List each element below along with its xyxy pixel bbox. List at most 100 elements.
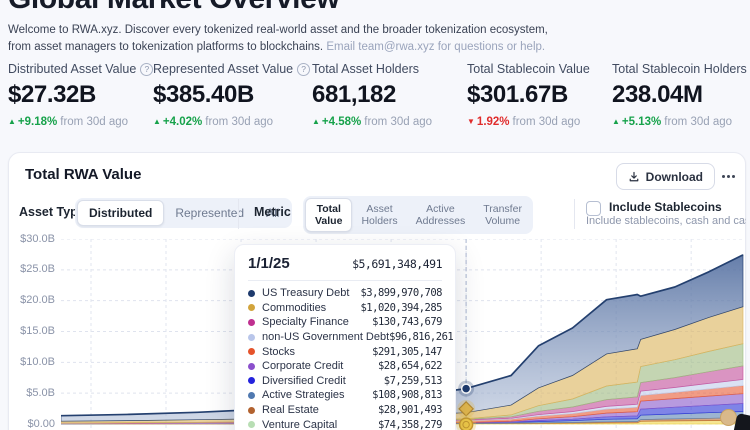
stat-label: Total Stablecoin Holders: [612, 62, 747, 76]
stat-value: $301.67B: [467, 81, 568, 108]
metric-label: Metric: [254, 205, 291, 219]
up-triangle-icon: ▲: [8, 117, 16, 126]
help-icon[interactable]: ?: [297, 62, 311, 76]
series-dot-icon: [248, 348, 255, 356]
divider: [238, 199, 239, 229]
stat-label: Distributed Asset Value: [8, 62, 137, 76]
y-axis-tick: $20.0B: [20, 294, 55, 307]
series-dot-icon: [248, 289, 255, 297]
stat-change-suffix: from 30d ago: [60, 116, 129, 128]
tooltip-row: Diversified Credit $7,259,513: [248, 374, 443, 389]
stat-value: $27.32B: [8, 81, 96, 108]
stat-change: ▲ +4.02% from 30d ago: [153, 116, 310, 128]
series-value: $130,743,679: [372, 316, 442, 329]
stat-change: ▲ +9.18% from 30d ago: [8, 116, 153, 128]
stat-value: 238.04M: [612, 81, 703, 108]
series-name: non-US Government Debt: [262, 331, 390, 344]
tooltip-row: Specialty Finance $130,743,679: [248, 315, 442, 330]
page-description: Welcome to RWA.xyz. Discover every token…: [8, 22, 553, 56]
stat-label-row: Represented Asset Value?: [153, 62, 311, 76]
download-label: Download: [645, 169, 703, 184]
series-dot-icon: [248, 391, 255, 399]
more-options-button[interactable]: [717, 167, 739, 185]
asset-type-option-all[interactable]: All: [266, 206, 280, 220]
series-name: Commodities: [262, 301, 327, 314]
tooltip-rows: US Treasury Debt $3,899,970,708 Commoditie…: [248, 286, 454, 430]
tooltip-row: Real Estate $28,901,493: [248, 403, 443, 418]
stat-change-percent: +9.18%: [17, 116, 58, 128]
series-value: $7,259,513: [383, 374, 443, 387]
stat-card: Distributed Asset Value? $27.32B ▲ +9.18% fr…: [8, 62, 154, 128]
download-button[interactable]: Download: [615, 163, 715, 190]
asset-type-segmented: Distributed Represented All: [75, 198, 293, 228]
metric-tab-active-addresses[interactable]: Active Addresses: [415, 203, 466, 227]
stat-change-percent: +5.13%: [621, 116, 662, 128]
series-dot-icon: [248, 318, 255, 326]
stat-label: Total Asset Holders: [312, 62, 419, 76]
tooltip-date: 1/1/25: [248, 255, 290, 272]
series-value: $74,358,279: [377, 418, 443, 430]
include-stablecoins-checkbox[interactable]: [586, 201, 601, 216]
series-value: $28,901,493: [377, 404, 443, 417]
stat-card: Total Stablecoin Value $301.67B ▼ 1.92% from…: [467, 62, 590, 128]
stat-label-row: Total Stablecoin Holders: [612, 62, 747, 76]
stat-change-suffix: from 30d ago: [205, 116, 274, 128]
email-link[interactable]: Email team@rwa.xyz for questions or help…: [326, 41, 546, 53]
metric-tab-total-value[interactable]: Total Value: [305, 198, 353, 232]
tooltip-row: Venture Capital $74,358,279: [248, 417, 443, 430]
stat-card: Total Stablecoin Holders 238.04M ▲ +5.13% fr…: [612, 62, 747, 128]
tooltip-row: Commodities $1,020,394,285: [248, 301, 442, 316]
series-name: Active Strategies: [262, 389, 345, 402]
stat-value: $385.40B: [153, 81, 254, 108]
series-value: $1,020,394,285: [360, 301, 442, 314]
stat-label: Represented Asset Value: [153, 62, 294, 76]
series-value: $3,899,970,708: [360, 287, 442, 300]
y-axis-tick: $5.0B: [26, 386, 55, 399]
page-description-text: Welcome to RWA.xyz. Discover every token…: [8, 24, 548, 53]
stat-card: Total Asset Holders 681,182 ▲ +4.58% from 30…: [312, 62, 432, 128]
y-axis-tick: $0.00: [27, 417, 55, 430]
asset-type-label: Asset Type: [19, 205, 85, 219]
series-name: Stocks: [262, 345, 296, 358]
help-icon[interactable]: ?: [140, 62, 154, 76]
series-dot-icon: [248, 304, 255, 312]
tooltip-row: Active Strategies $108,908,813: [248, 388, 442, 403]
series-dot-icon: [248, 421, 255, 429]
series-dot-icon: [248, 362, 255, 370]
card-title: Total RWA Value: [25, 166, 142, 183]
include-stablecoins-label: Include Stablecoins: [609, 200, 722, 214]
up-triangle-icon: ▲: [612, 117, 620, 126]
series-value: $291,305,147: [372, 345, 442, 358]
stat-change-suffix: from 30d ago: [512, 116, 581, 128]
stat-label-row: Distributed Asset Value?: [8, 62, 154, 76]
tooltip-row: non-US Government Debt $96,816,261: [248, 330, 454, 345]
series-name: Diversified Credit: [262, 374, 346, 387]
down-triangle-icon: ▼: [467, 117, 475, 126]
total-rwa-value-card: Total RWA Value Download Asset Type Dist…: [8, 152, 746, 430]
y-axis-tick: $30.0B: [20, 232, 55, 245]
series-dot-icon: [248, 333, 255, 341]
divider: [574, 199, 575, 229]
series-name: Real Estate: [262, 404, 319, 417]
stat-change-percent: +4.02%: [162, 116, 203, 128]
stat-value: 681,182: [312, 81, 396, 108]
series-dot-icon: [248, 406, 255, 414]
tooltip-header: 1/1/25 $5,691,348,491: [248, 255, 442, 281]
metric-tab-transfer-volume[interactable]: Transfer Volume: [483, 203, 522, 227]
stat-change: ▲ +5.13% from 30d ago: [612, 116, 747, 128]
download-icon: [629, 171, 639, 181]
chart-controls: Asset Type Distributed Represented All Met…: [9, 195, 746, 234]
metric-tab-asset-holders[interactable]: Asset Holders: [361, 203, 398, 227]
asset-type-option-represented[interactable]: Represented: [175, 206, 245, 220]
chart-tooltip: 1/1/25 $5,691,348,491 US Treasury Debt $3…: [234, 244, 456, 430]
stat-change-suffix: from 30d ago: [664, 116, 733, 128]
y-axis-tick: $25.0B: [20, 263, 55, 276]
tooltip-row: Corporate Credit $28,654,622: [248, 359, 443, 374]
include-stablecoins-sublabel: Include stablecoins, cash and cash-equiv…: [586, 215, 746, 227]
stat-label-row: Total Asset Holders: [312, 62, 432, 76]
series-dot-icon: [248, 377, 255, 385]
metric-tabs: Total Value Asset Holders Active Addresses Tra…: [303, 196, 533, 234]
asset-type-option-distributed[interactable]: Distributed: [77, 200, 165, 226]
ellipsis-icon: [721, 174, 725, 178]
